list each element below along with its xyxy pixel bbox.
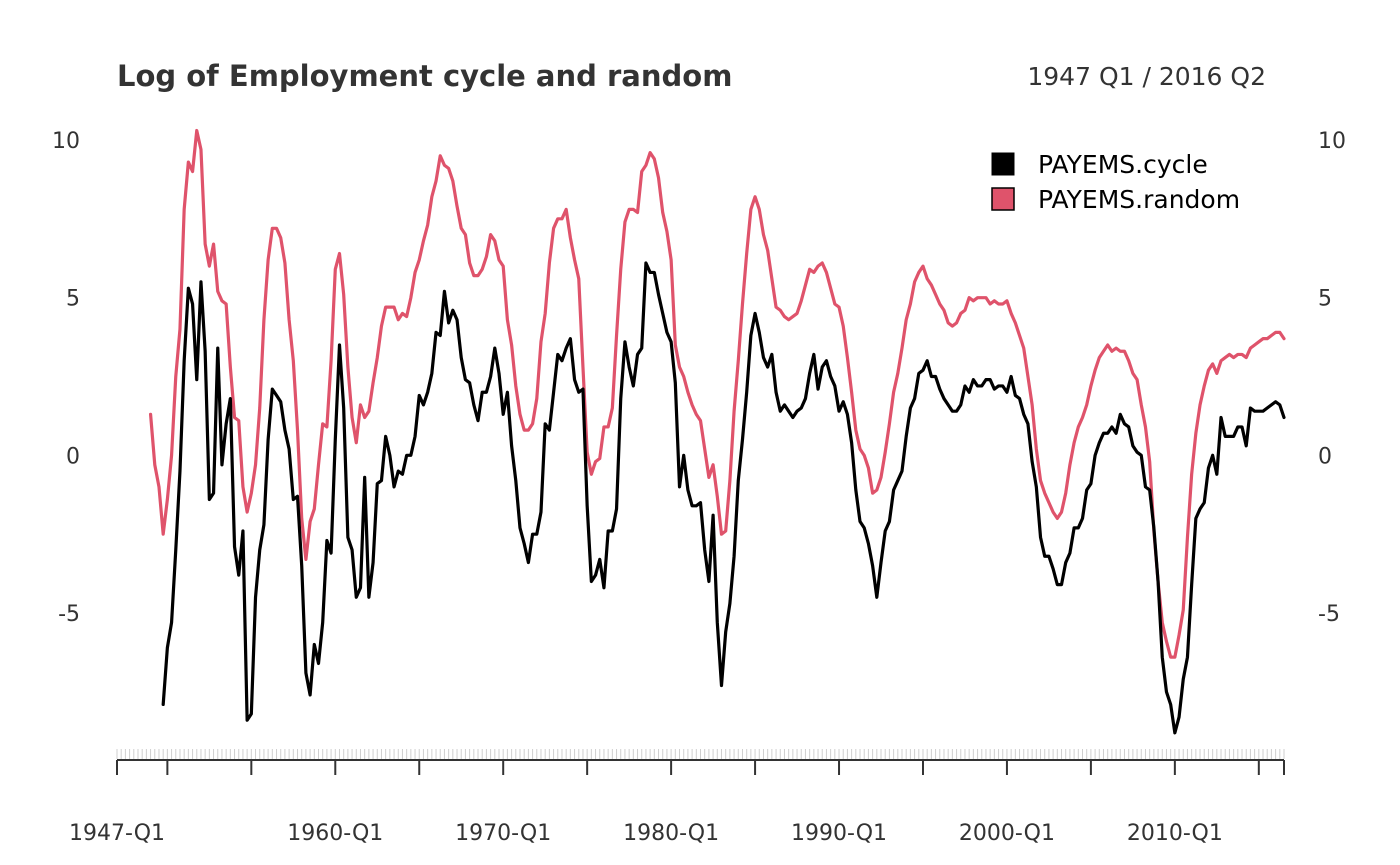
- date-range-label: 1947 Q1 / 2016 Q2: [1027, 62, 1266, 91]
- legend-swatch-random: [991, 187, 1015, 211]
- y-tick-label-left: -5: [58, 602, 80, 627]
- y-tick-label-left: 5: [66, 287, 80, 312]
- y-tick-label-right: 5: [1318, 287, 1332, 312]
- x-tick-label: 1947-Q1: [69, 821, 165, 846]
- y-axis-left: 10 5 0 -5: [52, 129, 80, 627]
- x-tick-label: 2000-Q1: [959, 821, 1055, 846]
- y-tick-label-left: 10: [52, 129, 80, 154]
- x-tick-label: 1960-Q1: [287, 821, 383, 846]
- series-layer: [148, 128, 1286, 735]
- series-line-payems-random: [148, 128, 1286, 659]
- y-tick-label-right: 0: [1318, 444, 1332, 469]
- x-tick-label: 2010-Q1: [1127, 821, 1223, 846]
- chart-title: Log of Employment cycle and random: [117, 59, 732, 93]
- legend: PAYEMS.cycle PAYEMS.random: [991, 150, 1240, 214]
- x-tick-label: 1980-Q1: [623, 821, 719, 846]
- series-line-payems-cycle: [161, 261, 1286, 735]
- x-tick-label: 1970-Q1: [455, 821, 551, 846]
- x-axis-minor-ticks: [116, 749, 1285, 759]
- legend-label-random: PAYEMS.random: [1038, 185, 1240, 214]
- y-axis-right: 10 5 0 -5: [1318, 129, 1346, 627]
- y-tick-label-right: 10: [1318, 129, 1346, 154]
- x-axis: 1947-Q1 1960-Q1 1970-Q1 1980-Q1 1990-Q1 2000-…: [69, 749, 1285, 846]
- y-tick-label-left: 0: [66, 444, 80, 469]
- legend-label-cycle: PAYEMS.cycle: [1038, 150, 1208, 179]
- x-tick-label: 1990-Q1: [791, 821, 887, 846]
- legend-swatch-cycle: [991, 152, 1015, 176]
- y-tick-label-right: -5: [1318, 602, 1340, 627]
